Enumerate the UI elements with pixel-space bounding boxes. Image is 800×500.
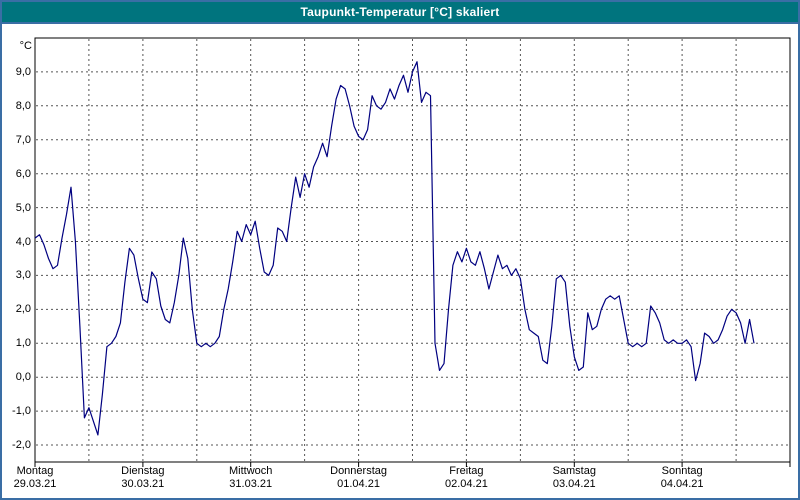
y-axis-tick-label: -2,0 — [12, 439, 31, 452]
y-axis-tick-label: 0,0 — [15, 371, 31, 384]
day-name: Mittwoch — [229, 465, 273, 477]
day-date: 03.04.21 — [552, 478, 596, 490]
y-axis-tick-label: 4,0 — [15, 235, 31, 248]
x-axis-day-label: Dienstag 30.03.21 — [98, 465, 188, 491]
y-axis-tick-label: -1,0 — [12, 405, 31, 418]
window-titlebar: Taupunkt-Temperatur [°C] skaliert — [2, 2, 798, 24]
day-name: Dienstag — [121, 465, 165, 477]
day-name: Freitag — [449, 465, 484, 477]
x-axis-day-label: Samstag 03.04.21 — [529, 465, 619, 491]
day-name: Donnerstag — [330, 465, 387, 477]
y-axis-tick-label: 5,0 — [15, 201, 31, 214]
x-axis-day-label: Sonntag 04.04.21 — [637, 465, 727, 491]
x-axis-day-label: Montag 29.03.21 — [2, 465, 80, 491]
y-axis-unit-label: °C — [19, 40, 32, 52]
y-axis-tick-label: 9,0 — [15, 65, 31, 78]
y-axis-tick-label: 8,0 — [15, 99, 31, 112]
x-axis-day-label: Donnerstag 01.04.21 — [314, 465, 404, 491]
day-date: 01.04.21 — [337, 478, 380, 490]
y-axis-tick-label: 7,0 — [15, 133, 31, 146]
day-name: Samstag — [552, 465, 596, 477]
y-axis-tick-label: 3,0 — [15, 269, 31, 282]
y-axis-tick-label: 6,0 — [15, 167, 31, 180]
day-name: Montag — [16, 465, 54, 477]
y-axis-tick-label: 1,0 — [15, 337, 31, 350]
day-date: 30.03.21 — [121, 478, 165, 490]
chart-title: Taupunkt-Temperatur [°C] skaliert — [300, 5, 500, 19]
temperature-line — [34, 61, 755, 436]
day-date: 02.04.21 — [445, 478, 488, 490]
plot-border — [34, 37, 791, 463]
y-axis-tick-label: 2,0 — [15, 303, 31, 316]
day-date: 04.04.21 — [660, 478, 704, 490]
day-date: 29.03.21 — [13, 478, 57, 490]
x-axis-day-label: Freitag 02.04.21 — [421, 465, 511, 491]
x-axis-day-label: Mittwoch 31.03.21 — [206, 465, 296, 491]
day-date: 31.03.21 — [229, 478, 273, 490]
day-name: Sonntag — [661, 465, 703, 477]
